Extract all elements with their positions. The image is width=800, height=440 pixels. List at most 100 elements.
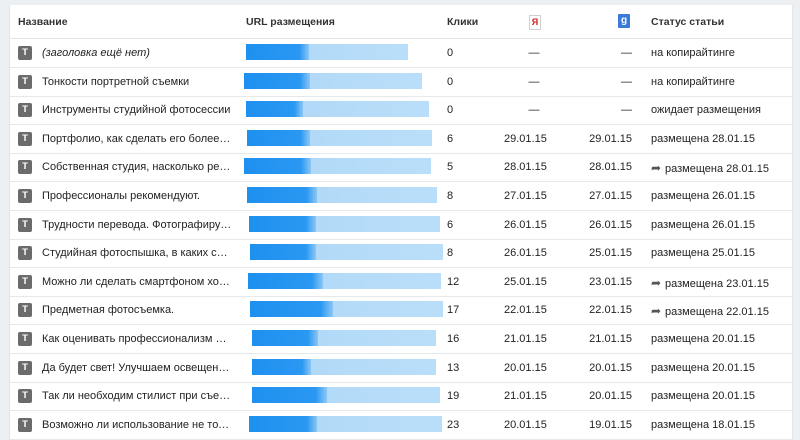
url-bar[interactable] [246,44,408,60]
article-title[interactable]: Студийная фотоспышка, в каких сл… [42,247,232,260]
table-row[interactable]: T Профессионалы рекомендуют. 8 27.01.15 27.0… [10,182,792,211]
table-row[interactable]: T Да будет свет! Улучшаем освещенн… 13 20.0… [10,354,792,383]
article-status-label: размещена 28.01.15 [651,132,755,145]
clicks-count: 5 [447,161,454,174]
article-title[interactable]: Да будет свет! Улучшаем освещенн… [42,361,232,374]
article-status: размещена 18.01.15 [651,419,755,431]
article-status-label: размещена 20.01.15 [651,390,755,403]
share-arrow-icon[interactable]: ➦ [651,161,662,176]
article-title[interactable]: (заголовка ещё нет) [42,47,150,59]
url-bar-fill [252,330,318,346]
table-row[interactable]: T Студийная фотоспышка, в каких сл… 8 26.01… [10,239,792,269]
article-status: на копирайтинге [651,76,735,88]
share-arrow-icon[interactable]: ➦ [651,304,662,319]
article-status: ➦ размещена 22.01.15 [651,304,769,318]
article-title[interactable]: Профессионалы рекомендуют. [42,190,200,202]
article-status-label: размещена 20.01.15 [651,333,755,345]
article-title[interactable]: Предметная фотосъемка. [42,304,175,317]
article-title[interactable]: Так ли необходим стилист при съе… [42,390,231,403]
clicks-count: 23 [447,418,460,431]
article-type-icon: T [18,217,32,232]
article-title[interactable]: Портфолио, как сделать его более … [42,132,232,145]
google-date: 19.01.15 [589,418,632,431]
clicks-count: 8 [447,190,454,202]
article-status-label: размещена 25.01.15 [651,247,755,260]
article-title[interactable]: Собственная студия, насколько рен… [42,161,232,174]
article-title[interactable]: Как оценивать профессионализм ф… [42,333,232,345]
article-type-icon: T [18,74,32,89]
clicks-count: 0 [447,75,454,88]
article-status: на копирайтинге [651,47,735,59]
table-row[interactable]: T (заголовка ещё нет) 0 — — на копирайтинге [10,39,792,68]
google-date: 20.01.15 [589,390,632,403]
url-bar[interactable] [250,301,443,318]
table-row[interactable]: T Как оценивать профессионализм ф… 16 21.01… [10,325,792,354]
table-row[interactable]: T Портфолио, как сделать его более … 6 29.0… [10,125,792,154]
yandex-date: 20.01.15 [504,361,547,374]
table-row[interactable]: T Можно ли сделать смартфоном хор… 12 25.01… [10,268,792,297]
yandex-date: — [528,47,540,59]
article-title[interactable]: Можно ли сделать смартфоном хор… [42,275,232,288]
table-row[interactable]: T Тонкости портретной съемки 0 — — на копирай… [10,68,792,97]
article-title[interactable]: Трудности перевода. Фотографируе… [42,218,232,231]
google-icon[interactable]: g [618,14,630,28]
url-bar-fill [247,129,310,146]
table-row[interactable]: T Собственная студия, насколько рен… 5 28.0… [10,153,792,183]
url-bar[interactable] [246,101,429,118]
article-status: размещена 26.01.15 [651,219,755,231]
yandex-date: 26.01.15 [504,218,547,231]
url-bar[interactable] [252,387,440,404]
article-type-icon: T [18,160,32,175]
google-date: 20.01.15 [589,361,632,374]
url-bar[interactable] [244,72,422,89]
clicks-count: 13 [447,361,460,374]
col-status-header[interactable]: Статус статьи [651,16,725,28]
url-bar[interactable] [249,415,442,432]
article-status-label: размещена 26.01.15 [651,218,755,231]
article-status-label: размещена 23.01.15 [665,277,769,290]
article-status: ➦ размещена 23.01.15 [651,276,769,290]
yandex-date: 21.01.15 [504,333,547,345]
url-bar[interactable] [252,358,436,375]
article-title[interactable]: Возможно ли использование не тол… [42,418,232,431]
table-row[interactable]: T Трудности перевода. Фотографируе… 6 26.01… [10,211,792,240]
table-row[interactable]: T Предметная фотосъемка. 17 22.01.15 22.01.1… [10,296,792,326]
col-title-header[interactable]: Название [18,16,68,28]
google-date: 21.01.15 [589,333,632,345]
url-bar[interactable] [249,215,440,232]
clicks-count: 16 [447,333,460,345]
url-bar-fill [249,215,316,232]
col-url-header[interactable]: URL размещения [246,16,335,28]
article-status: размещена 25.01.15 [651,247,755,259]
article-status: размещена 26.01.15 [651,190,755,202]
url-bar[interactable] [252,330,436,346]
yandex-date: 20.01.15 [504,418,547,431]
clicks-count: 0 [447,104,454,117]
col-clicks-header[interactable]: Клики [447,16,479,28]
url-bar[interactable] [248,272,441,289]
url-bar-fill [249,415,317,432]
yandex-date: — [528,75,540,88]
article-type-icon: T [18,131,32,146]
article-type-icon: T [18,360,32,375]
url-bar[interactable] [247,187,437,203]
yandex-date: 28.01.15 [504,161,547,174]
table-row[interactable]: T Возможно ли использование не тол… 23 20.0… [10,411,792,440]
table-row[interactable]: T Инструменты студийной фотосессии 0 — — ожид… [10,96,792,126]
clicks-count: 0 [447,47,454,59]
url-bar[interactable] [247,129,432,146]
article-title[interactable]: Тонкости портретной съемки [42,75,190,88]
articles-table: Название URL размещения Клики Я g Статус… [9,5,793,440]
url-bar[interactable] [250,244,443,261]
article-status-label: размещена 18.01.15 [651,418,755,431]
share-arrow-icon[interactable]: ➦ [651,275,662,290]
url-bar-fill [244,158,311,175]
google-date: 29.01.15 [589,132,632,145]
table-row[interactable]: T Так ли необходим стилист при съе… 19 21.0… [10,382,792,412]
article-title[interactable]: Инструменты студийной фотосессии [42,104,231,117]
url-bar[interactable] [244,158,431,175]
yandex-icon[interactable]: Я [529,15,541,30]
url-bar-fill [247,187,317,203]
article-status-label: размещена 20.01.15 [651,361,755,374]
article-type-icon: T [18,303,32,318]
